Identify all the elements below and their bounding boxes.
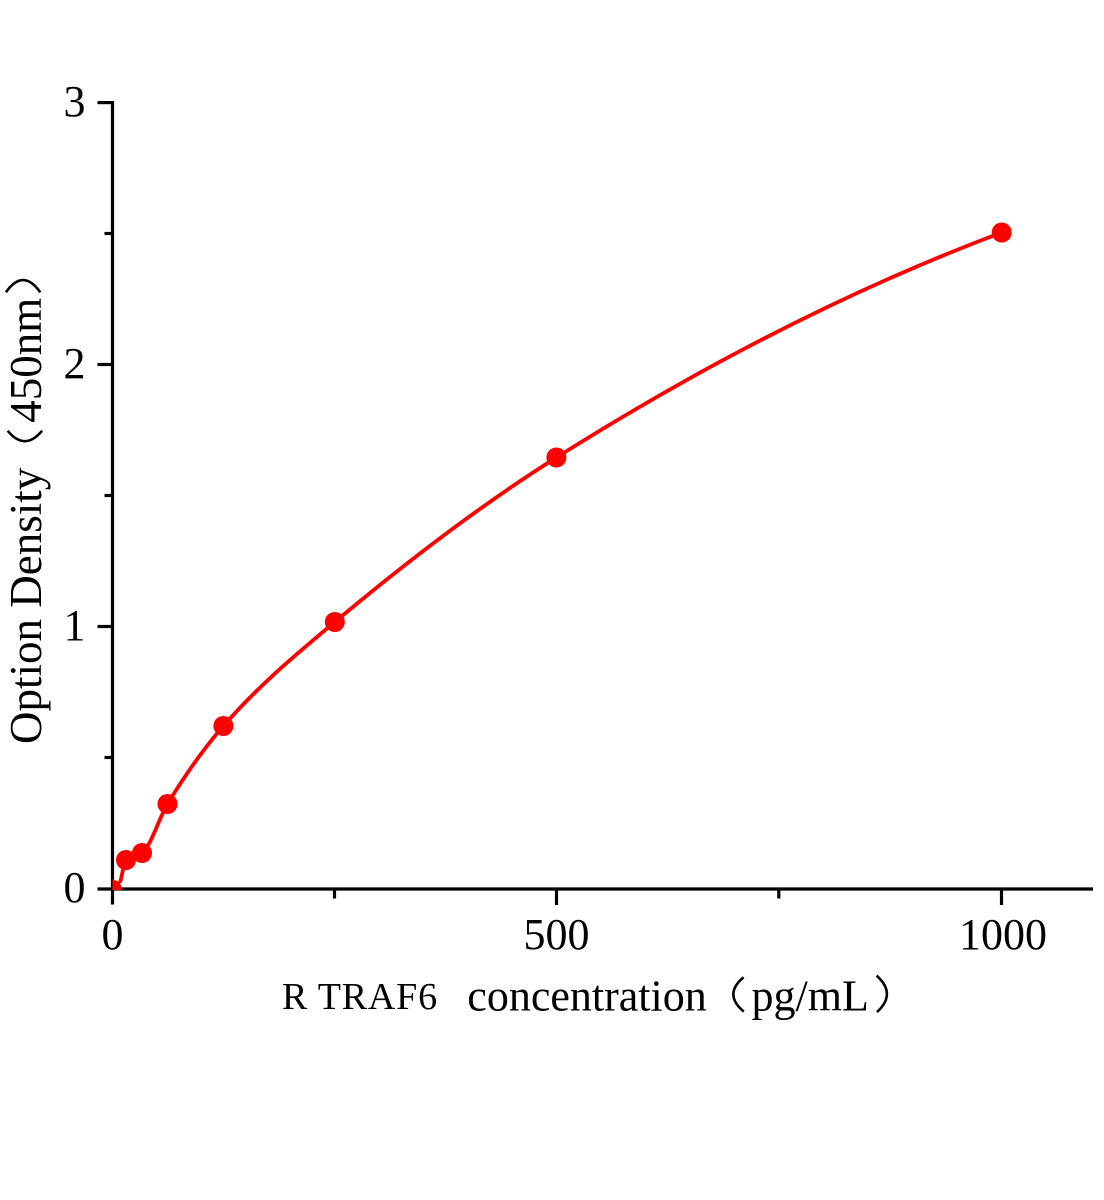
svg-text:0: 0 — [102, 910, 124, 959]
svg-text:0: 0 — [64, 863, 86, 912]
svg-text:3: 3 — [64, 77, 86, 126]
svg-text:1000: 1000 — [959, 910, 1047, 959]
svg-text:concentration: concentration — [467, 972, 706, 1021]
svg-text:450nm: 450nm — [1, 298, 51, 423]
svg-text:2: 2 — [64, 339, 86, 388]
svg-text:1: 1 — [64, 601, 86, 650]
svg-text:R TRAF6: R TRAF6 — [282, 976, 438, 1018]
svg-text:Option Density: Option Density — [1, 467, 51, 744]
svg-text:500: 500 — [524, 910, 590, 959]
svg-text:pg/mL: pg/mL — [752, 972, 869, 1021]
